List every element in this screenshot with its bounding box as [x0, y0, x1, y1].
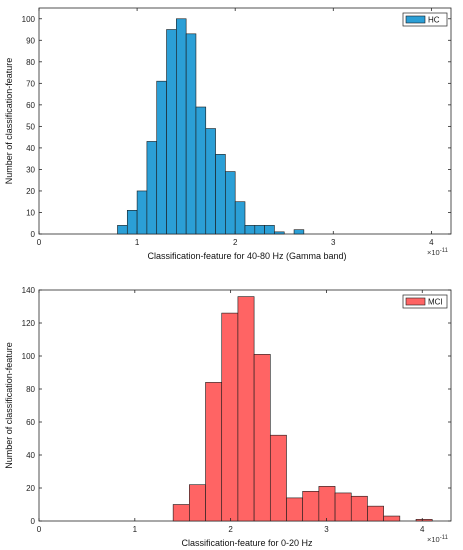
histogram-bar	[221, 312, 239, 522]
histogram-bar	[185, 33, 197, 235]
plot-area	[38, 7, 452, 235]
histogram-bar	[237, 296, 255, 522]
histogram-bar	[166, 29, 177, 235]
x-tick-label: 0	[37, 238, 42, 247]
histogram-bar	[117, 225, 128, 235]
y-tick-label: 60	[26, 418, 35, 427]
histogram-bar	[286, 497, 303, 522]
y-tick-label: 40	[26, 451, 35, 460]
histogram-bar	[293, 229, 305, 235]
histogram-bar	[264, 225, 275, 235]
histogram-bar	[136, 190, 148, 235]
x-tick-label: 3	[324, 525, 329, 534]
histogram-bar	[215, 154, 226, 235]
x-tick-label: 1	[133, 525, 138, 534]
histogram-bar	[234, 201, 246, 235]
histogram-bar	[176, 18, 187, 235]
histogram-bar	[195, 106, 207, 235]
y-tick-label: 40	[26, 144, 35, 153]
chart-panel-1: 0 10 20 30 40 50 60 70 80 90 100 0 1 2 3 4×10-11 Classif…	[4, 7, 452, 261]
y-tick-label: 100	[22, 15, 36, 24]
histogram-bar	[189, 484, 206, 522]
histogram-bar	[126, 210, 138, 235]
histogram-bar	[383, 515, 401, 522]
y-tick-label: 20	[26, 484, 35, 493]
y-tick-label: 50	[26, 122, 35, 131]
x-exponent-power: -11	[440, 248, 449, 254]
histogram-bar	[225, 171, 236, 235]
x-tick-label: 4	[429, 238, 434, 247]
y-tick-label: 10	[26, 208, 35, 217]
histogram-bar	[334, 492, 352, 522]
x-tick-label: 2	[233, 238, 238, 247]
legend: MCI	[402, 294, 448, 309]
legend-swatch	[405, 15, 426, 24]
y-tick-label: 20	[26, 187, 35, 196]
legend-swatch	[405, 297, 426, 306]
y-tick-label: 100	[22, 352, 36, 361]
y-tick-label: 60	[26, 101, 35, 110]
x-tick-label: 0	[37, 525, 42, 534]
histogram-bar	[253, 354, 271, 522]
x-axis-label: Classification-feature for 0-20 Hz	[181, 538, 313, 548]
y-tick-label: 80	[26, 385, 35, 394]
y-tick-label: 90	[26, 36, 35, 45]
x-axis-label: Classification-feature for 40-80 Hz (Gam…	[147, 251, 346, 261]
y-tick-label: 0	[31, 230, 36, 239]
histogram-bar	[415, 519, 433, 522]
legend-label: MCI	[428, 298, 443, 307]
x-tick-label: 2	[228, 525, 233, 534]
histogram-bar	[205, 382, 223, 522]
histogram-bar	[269, 434, 287, 522]
y-tick-label: 140	[22, 286, 36, 295]
chart-panel-2: 0 20 40 60 80 100 120 140 0 1 2 3 4×10-11 Classificat…	[4, 286, 452, 548]
histogram-bar	[172, 504, 190, 522]
y-tick-label: 120	[22, 319, 36, 328]
x-exponent-label: ×10-11	[427, 248, 449, 257]
x-tick-label: 1	[135, 238, 140, 247]
y-tick-label: 30	[26, 165, 35, 174]
legend-label: HC	[428, 16, 440, 25]
histogram-bar	[274, 231, 285, 235]
histogram-bar	[318, 486, 336, 522]
y-tick-label: 80	[26, 58, 35, 67]
histogram-bar	[302, 490, 320, 522]
x-exponent-power: -11	[440, 535, 449, 541]
histogram-bar	[146, 141, 158, 235]
x-exponent-label: ×10-11	[427, 535, 449, 544]
y-axis-label: Number of classification-feature	[4, 342, 14, 469]
histogram-bar	[156, 80, 167, 235]
x-tick-label: 4	[420, 525, 425, 534]
y-axis-label: Number of classification-feature	[4, 58, 14, 185]
y-tick-label: 70	[26, 79, 35, 88]
histogram-bar	[367, 505, 384, 522]
histogram-bar	[254, 225, 265, 235]
histogram-bar	[205, 128, 216, 235]
y-tick-label: 0	[31, 517, 36, 526]
histogram-bar	[244, 225, 256, 235]
legend: HC	[402, 12, 448, 27]
x-tick-label: 3	[331, 238, 336, 247]
histogram-bar	[350, 495, 368, 522]
